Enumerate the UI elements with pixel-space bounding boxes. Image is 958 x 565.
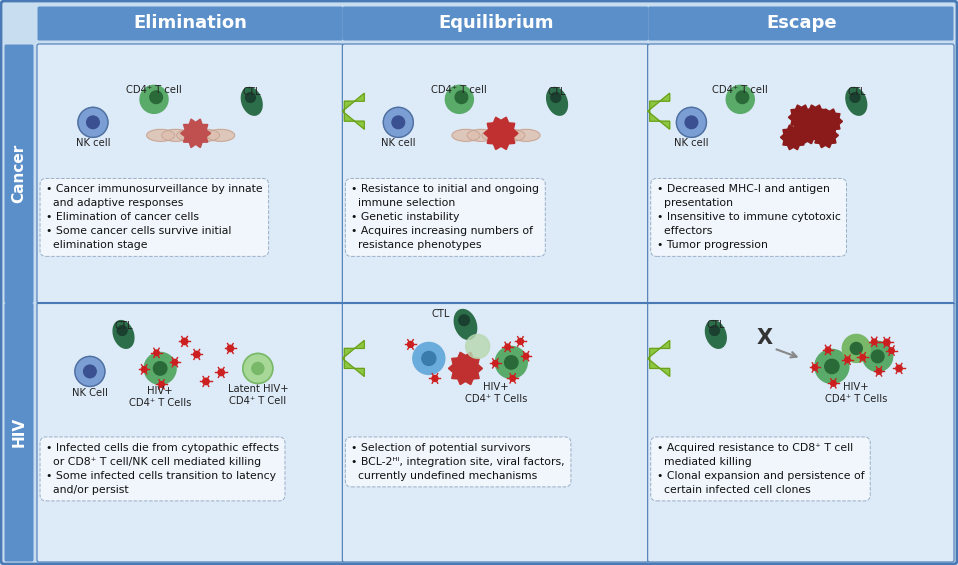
Circle shape <box>495 346 527 379</box>
Polygon shape <box>803 105 829 130</box>
Ellipse shape <box>846 88 867 115</box>
FancyBboxPatch shape <box>343 7 649 41</box>
Text: Latent HIV+
CD4⁺ T Cell: Latent HIV+ CD4⁺ T Cell <box>228 384 288 406</box>
Circle shape <box>194 351 200 358</box>
Circle shape <box>218 370 224 376</box>
Text: CTL: CTL <box>847 88 865 97</box>
Polygon shape <box>812 123 838 147</box>
Circle shape <box>203 378 209 385</box>
Ellipse shape <box>147 129 174 141</box>
Polygon shape <box>181 119 211 147</box>
Circle shape <box>825 359 839 373</box>
Ellipse shape <box>512 129 540 141</box>
Circle shape <box>851 342 862 354</box>
Circle shape <box>510 376 515 381</box>
Circle shape <box>413 342 445 375</box>
Text: HIV+
CD4⁺ T Cells: HIV+ CD4⁺ T Cells <box>825 383 887 404</box>
Polygon shape <box>794 119 820 144</box>
Circle shape <box>896 365 902 372</box>
FancyBboxPatch shape <box>342 302 649 562</box>
Text: CD4⁺ T cell: CD4⁺ T cell <box>713 85 768 95</box>
Circle shape <box>83 365 96 378</box>
FancyBboxPatch shape <box>37 7 343 41</box>
Text: CTL: CTL <box>114 321 132 332</box>
Circle shape <box>140 85 168 114</box>
Circle shape <box>551 93 560 102</box>
Ellipse shape <box>547 88 567 115</box>
Circle shape <box>459 315 469 325</box>
Circle shape <box>815 349 849 384</box>
Circle shape <box>392 116 404 129</box>
Circle shape <box>172 359 177 365</box>
Text: HIV+
CD4⁺ T Cells: HIV+ CD4⁺ T Cells <box>465 383 527 404</box>
Circle shape <box>492 360 498 366</box>
Circle shape <box>523 353 529 359</box>
Text: • Acquired resistance to CD8⁺ T cell
  mediated killing
• Clonal expansion and p: • Acquired resistance to CD8⁺ T cell med… <box>656 443 864 495</box>
Circle shape <box>149 91 163 103</box>
Circle shape <box>422 351 436 366</box>
Circle shape <box>242 354 273 384</box>
Circle shape <box>181 338 188 345</box>
Circle shape <box>676 107 706 137</box>
Circle shape <box>78 107 108 137</box>
Circle shape <box>86 116 100 129</box>
Ellipse shape <box>482 129 510 141</box>
Circle shape <box>862 341 893 371</box>
Text: Escape: Escape <box>766 14 836 32</box>
Text: NK cell: NK cell <box>76 138 110 149</box>
FancyBboxPatch shape <box>5 303 34 562</box>
Ellipse shape <box>497 129 525 141</box>
Circle shape <box>883 339 890 346</box>
Circle shape <box>517 338 523 345</box>
FancyBboxPatch shape <box>648 302 954 562</box>
Text: • Resistance to initial and ongoing
  immune selection
• Genetic instability
• A: • Resistance to initial and ongoing immu… <box>352 184 539 250</box>
Circle shape <box>466 334 490 358</box>
Ellipse shape <box>162 129 190 141</box>
Circle shape <box>860 354 865 360</box>
Ellipse shape <box>241 88 262 115</box>
Polygon shape <box>342 93 364 129</box>
Circle shape <box>159 381 165 387</box>
Circle shape <box>736 91 748 103</box>
FancyBboxPatch shape <box>649 7 953 41</box>
Circle shape <box>842 334 870 362</box>
Polygon shape <box>648 93 670 129</box>
Circle shape <box>710 325 719 336</box>
Circle shape <box>872 339 878 345</box>
Text: CD4⁺ T cell: CD4⁺ T cell <box>126 85 182 95</box>
Polygon shape <box>781 125 807 150</box>
Text: Equilibrium: Equilibrium <box>438 14 554 32</box>
Circle shape <box>877 368 881 374</box>
Polygon shape <box>788 105 814 130</box>
Circle shape <box>889 348 894 353</box>
Text: NK cell: NK cell <box>674 138 709 149</box>
Circle shape <box>153 350 159 355</box>
Circle shape <box>153 362 167 375</box>
Circle shape <box>850 93 860 102</box>
Ellipse shape <box>113 320 134 348</box>
Circle shape <box>726 85 754 114</box>
Text: NK cell: NK cell <box>381 138 416 149</box>
FancyBboxPatch shape <box>648 44 954 303</box>
Text: CD4⁺ T cell: CD4⁺ T cell <box>431 85 488 95</box>
Polygon shape <box>648 341 670 376</box>
Polygon shape <box>484 117 518 150</box>
Ellipse shape <box>176 129 205 141</box>
Text: • Decreased MHC-I and antigen
  presentation
• Insensitive to immune cytotoxic
 : • Decreased MHC-I and antigen presentati… <box>656 184 840 250</box>
Circle shape <box>117 325 127 336</box>
Text: X: X <box>757 328 773 349</box>
Ellipse shape <box>454 310 477 340</box>
Circle shape <box>245 93 256 102</box>
Circle shape <box>825 347 831 353</box>
Text: CTL: CTL <box>707 320 725 331</box>
Circle shape <box>227 345 234 351</box>
Circle shape <box>831 381 836 386</box>
Ellipse shape <box>192 129 219 141</box>
Circle shape <box>383 107 413 137</box>
FancyBboxPatch shape <box>5 45 34 303</box>
Text: HIV: HIV <box>11 417 27 447</box>
Circle shape <box>455 91 468 103</box>
Ellipse shape <box>452 129 480 141</box>
Polygon shape <box>448 352 483 385</box>
